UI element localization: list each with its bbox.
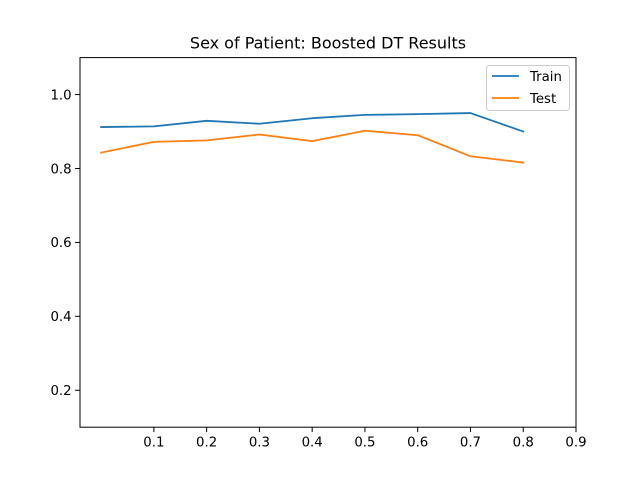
chart-title: Sex of Patient: Boosted DT Results xyxy=(190,34,466,53)
y-tick-label: 1.0 xyxy=(50,88,71,103)
x-tick-label: 0.5 xyxy=(354,436,375,451)
x-tick-label: 0.6 xyxy=(407,436,428,451)
series-lines xyxy=(100,112,525,164)
series-line-test xyxy=(100,129,525,164)
x-axis-ticks: 0.1 0.2 0.3 0.4 0.5 0.6 0.7 0.8 0.9 xyxy=(143,427,587,451)
x-tick-label: 0.3 xyxy=(249,436,270,451)
x-tick-label: 0.8 xyxy=(513,436,534,451)
x-tick-label: 0.7 xyxy=(460,436,481,451)
x-tick-label: 0.9 xyxy=(565,436,586,451)
x-tick-label: 0.1 xyxy=(143,436,164,451)
plot-area-frame xyxy=(79,57,577,428)
y-tick-label: 0.2 xyxy=(50,384,71,399)
y-axis-ticks: 0.2 0.4 0.6 0.8 1.0 xyxy=(50,88,80,399)
legend-label-test: Test xyxy=(529,92,556,107)
x-tick-label: 0.4 xyxy=(302,436,323,451)
y-tick-label: 0.4 xyxy=(50,310,71,325)
y-tick-label: 0.6 xyxy=(50,236,71,251)
series-line-train xyxy=(100,112,525,133)
y-tick-label: 0.8 xyxy=(50,162,71,177)
x-tick-label: 0.2 xyxy=(196,436,217,451)
legend-label-train: Train xyxy=(529,70,562,85)
legend: Train Test xyxy=(486,65,570,111)
